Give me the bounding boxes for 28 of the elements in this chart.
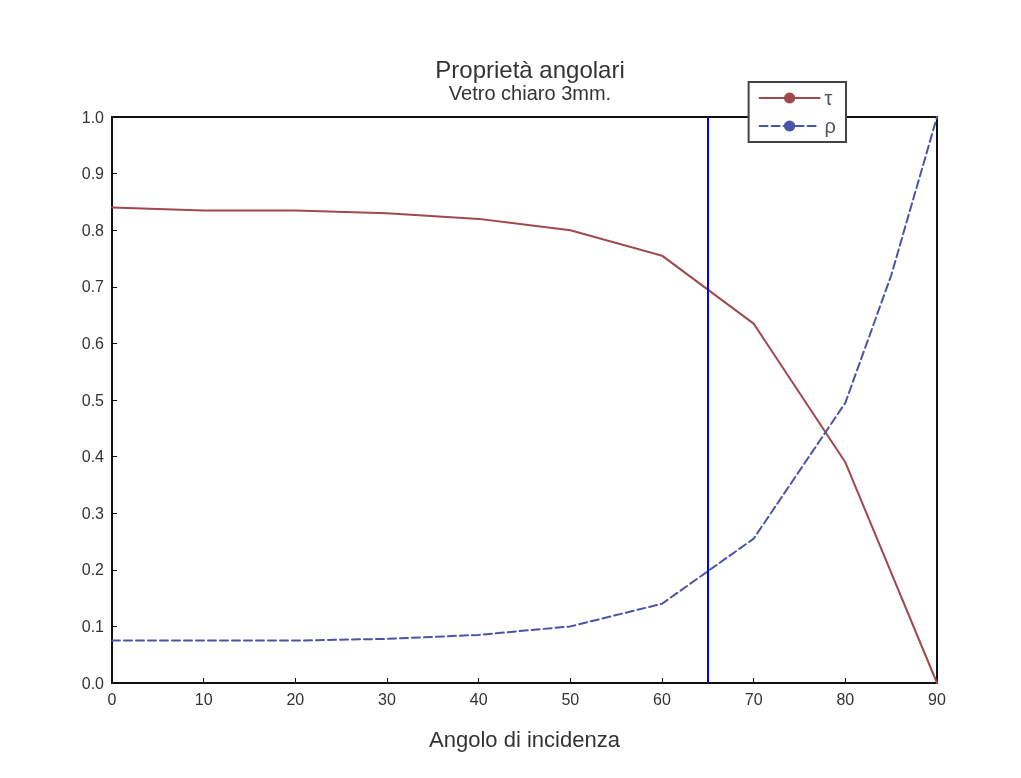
chart-subtitle: Vetro chiaro 3mm. (448, 82, 612, 104)
x-tick-label: 90 (928, 690, 946, 708)
y-tick-label: 0.7 (81, 278, 105, 296)
legend-label: ρ (824, 115, 837, 137)
line-series (111, 206, 938, 684)
y-tick-label: 0.3 (81, 504, 105, 522)
y-tick-label: 0.2 (81, 561, 105, 579)
y-tick-label: 1.0 (81, 108, 105, 126)
line-series (111, 116, 938, 642)
y-tick-label: 0.5 (81, 391, 105, 409)
chart-title: Proprietà angolari (435, 55, 625, 83)
y-tick-label: 0.1 (81, 617, 105, 635)
x-tick-label: 10 (194, 690, 213, 708)
y-tick-label: 0.0 (81, 674, 105, 692)
x-tick-label: 0 (107, 690, 117, 708)
x-tick-label: 60 (653, 690, 671, 708)
x-axis-title: Angolo di incidenza (429, 726, 621, 752)
x-tick-label: 80 (836, 690, 855, 708)
y-tick-label: 0.4 (81, 448, 105, 466)
x-tick-label: 40 (469, 690, 488, 708)
y-tick-label: 0.9 (81, 165, 105, 183)
y-tick-label: 0.8 (81, 221, 105, 239)
legend-label: τ (824, 87, 833, 109)
y-tick-label: 0.6 (81, 334, 105, 352)
x-tick-label: 30 (378, 690, 396, 708)
x-tick-label: 20 (286, 690, 305, 708)
x-tick-label: 50 (561, 690, 580, 708)
x-tick-label: 70 (744, 690, 763, 708)
